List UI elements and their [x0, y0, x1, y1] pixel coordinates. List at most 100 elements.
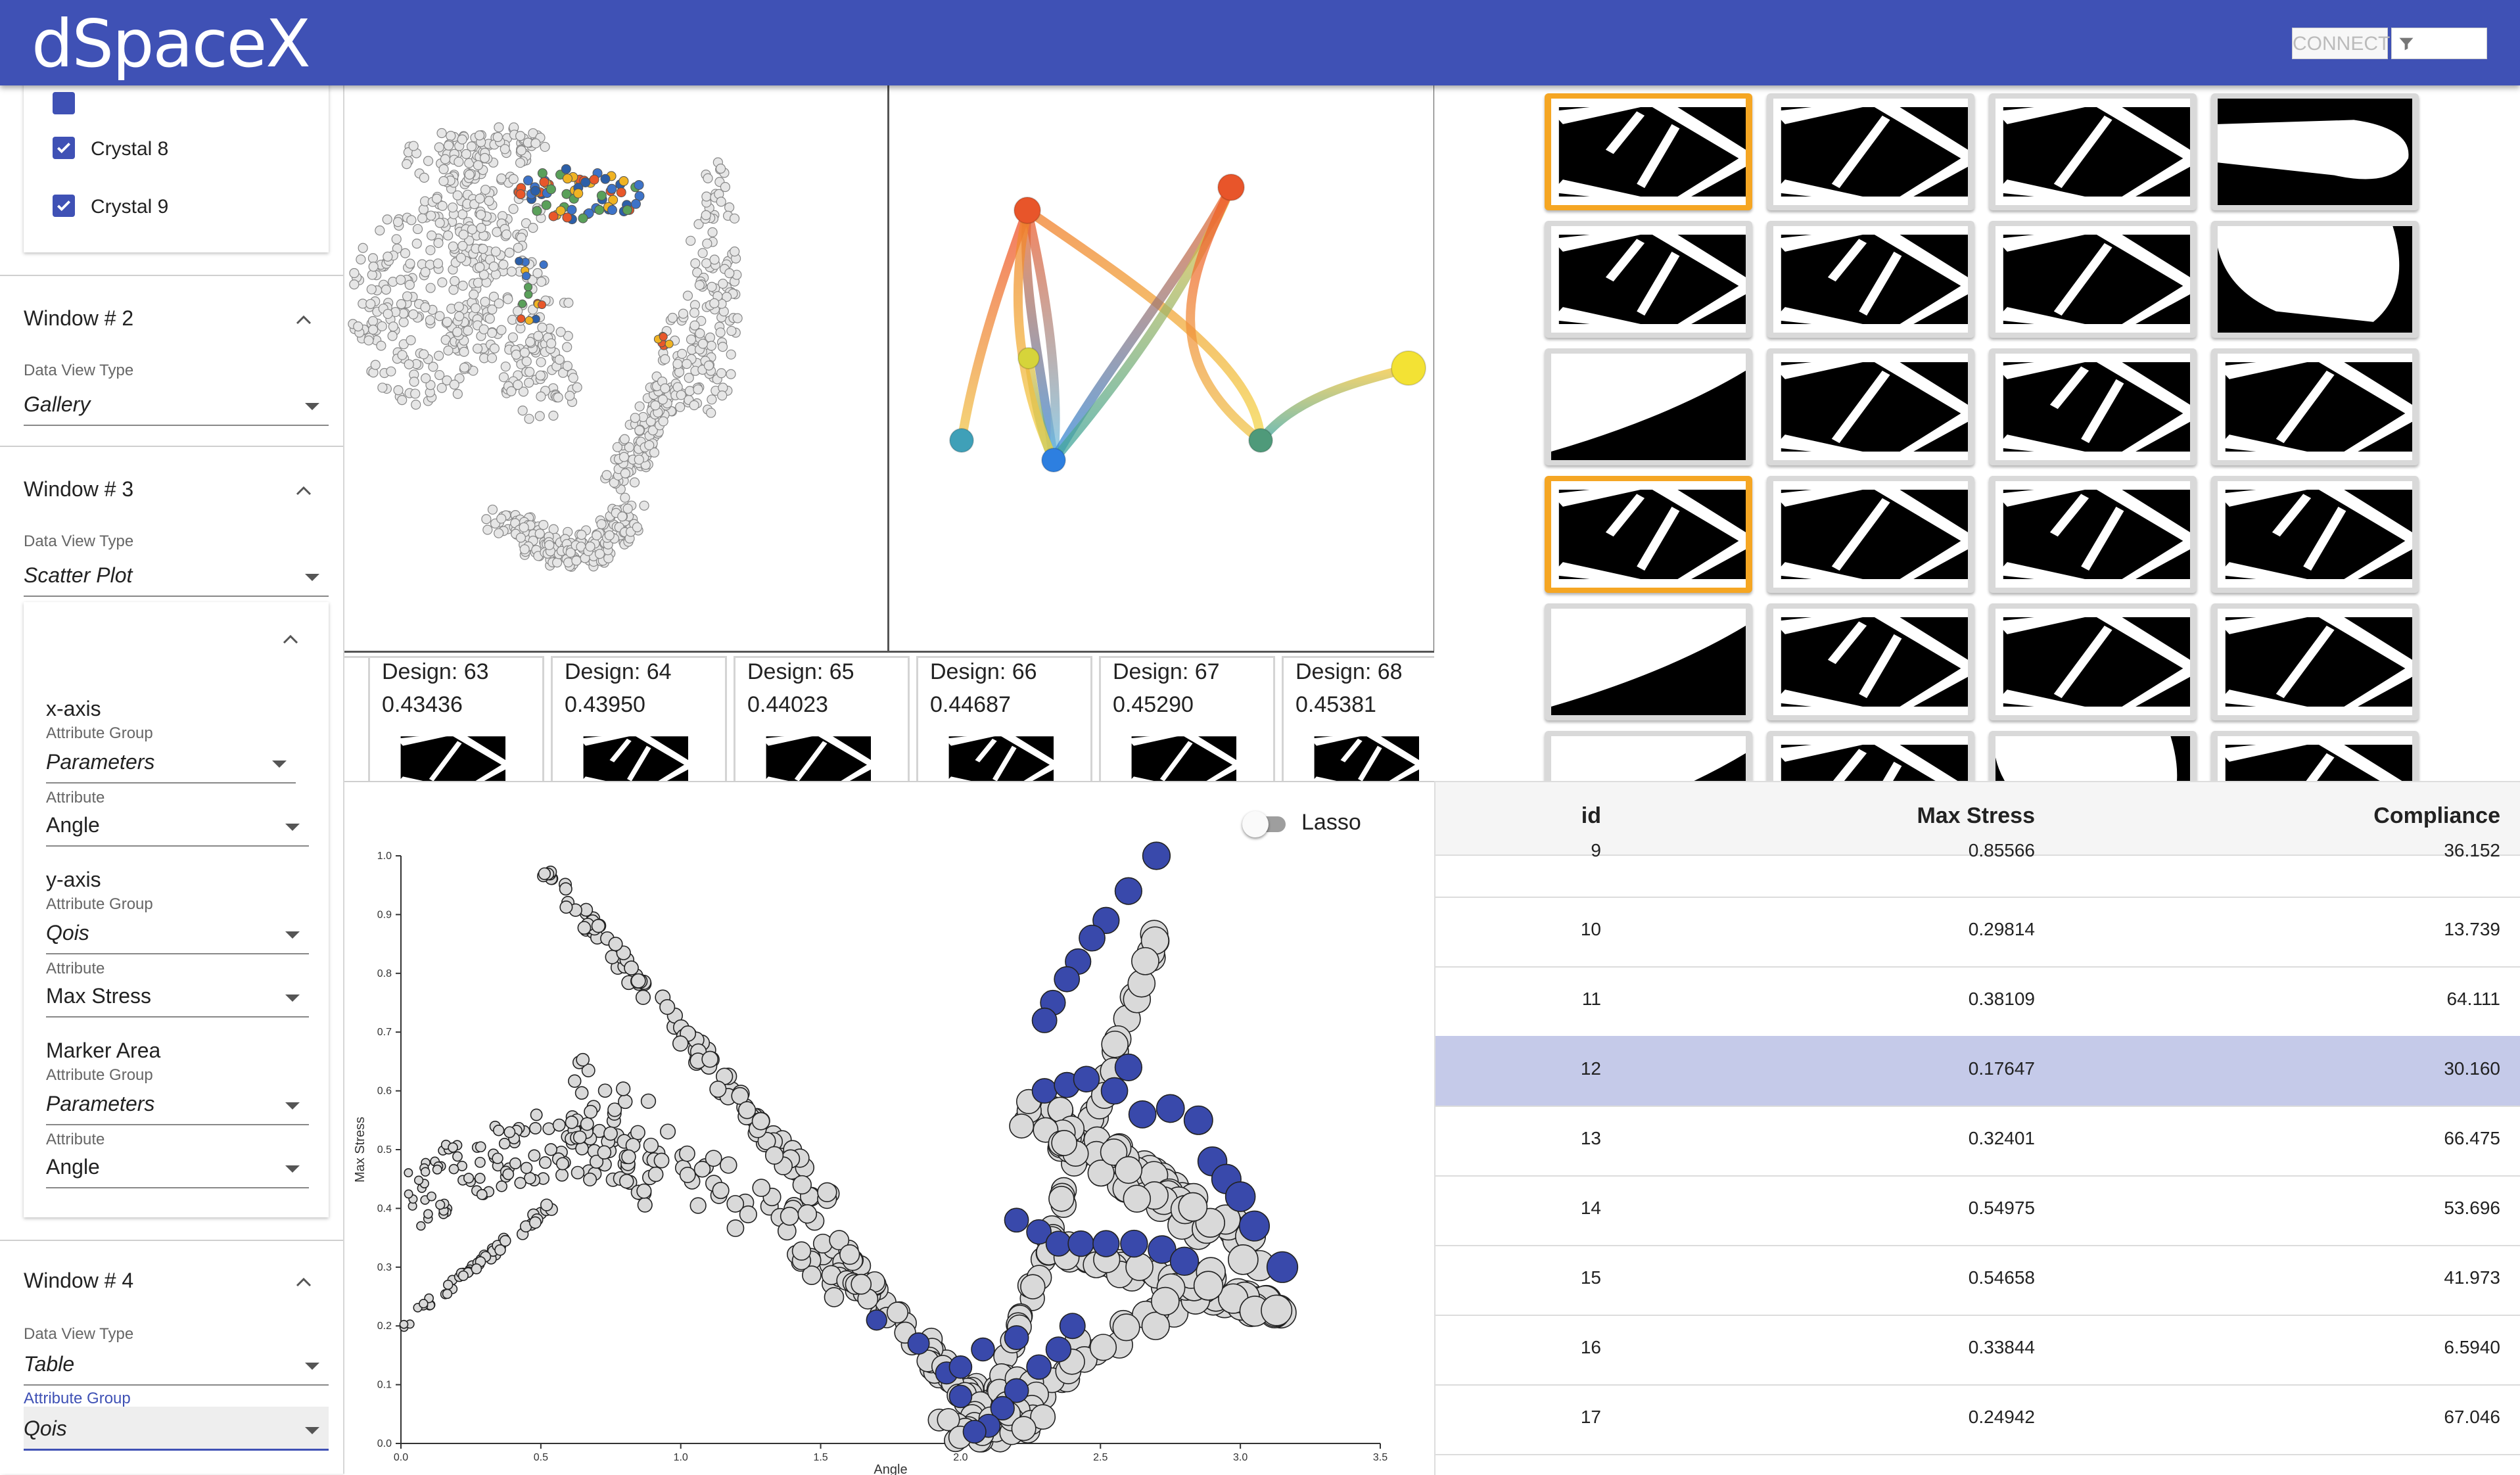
morse-smale-graph-canvas[interactable] [889, 85, 1434, 652]
design-card[interactable]: Design: 64 0.43950 [551, 656, 727, 781]
embedding-point [629, 477, 640, 488]
gallery-item[interactable] [1545, 603, 1752, 720]
design-thumbnail [1773, 226, 1968, 333]
chevron-up-icon[interactable] [281, 632, 300, 645]
marker-attribute-select[interactable]: Angle [46, 1146, 309, 1188]
embedding-scatter-view[interactable] [344, 85, 889, 652]
scatter-point [971, 1337, 995, 1362]
gallery-item[interactable] [1989, 476, 2197, 593]
y-attribute-select[interactable]: Max Stress [46, 975, 309, 1018]
embedding-point [437, 200, 448, 211]
gallery-item[interactable] [1989, 93, 2197, 210]
data-view-type-select[interactable]: Scatter Plot [24, 553, 329, 597]
gallery-item[interactable] [2211, 731, 2419, 781]
design-card[interactable]: Design: 63 0.43436 [368, 656, 544, 781]
marker-attribute-group-select[interactable]: Parameters [46, 1083, 309, 1125]
design-card[interactable]: Design: 68 0.45381 [1282, 656, 1434, 781]
scatter-point [1100, 1138, 1128, 1166]
gallery-item[interactable] [2211, 348, 2419, 465]
embedding-point [391, 234, 402, 245]
gallery-item[interactable] [1767, 348, 1974, 465]
table-row[interactable]: 9 0.85566 36.152 [1435, 827, 2520, 898]
design-thumbnail [2218, 609, 2412, 715]
gallery-item[interactable] [1545, 93, 1752, 210]
embedding-point [535, 370, 546, 381]
gallery-item[interactable] [1989, 221, 2197, 338]
gallery-item[interactable] [1545, 221, 1752, 338]
scatter-point [817, 1182, 837, 1202]
gallery-item[interactable] [1767, 476, 1974, 593]
y-attribute-group-select[interactable]: Qois [46, 912, 309, 954]
table-row[interactable]: 16 0.33844 6.5940 [1435, 1315, 2520, 1386]
axes: 0.0 0.5 1.0 1.5 2.0 2.5 3.0 3.5 0.0 0.1 0.2 0.3 0.4 0… [353, 851, 1388, 1475]
table-row[interactable]: 14 0.54975 53.696 [1435, 1175, 2520, 1246]
embedding-point [438, 164, 449, 174]
gallery-item[interactable] [2211, 93, 2419, 210]
window-4-title[interactable]: Window # 4 [24, 1269, 134, 1292]
embedding-point [450, 276, 460, 287]
gallery-item[interactable] [1545, 348, 1752, 465]
gallery-item[interactable] [1989, 348, 2197, 465]
table-row[interactable]: 11 0.38109 64.111 [1435, 966, 2520, 1037]
embedding-point [417, 213, 428, 223]
gallery-item[interactable] [2211, 221, 2419, 338]
x-attribute-select[interactable]: Angle [46, 805, 309, 847]
checkbox[interactable] [53, 195, 75, 217]
design-card[interactable]: Design: 65 0.44023 [734, 656, 910, 781]
embedding-scatter-canvas[interactable] [344, 85, 887, 652]
embedding-point-highlighted [522, 271, 531, 281]
embedding-point [693, 219, 704, 229]
data-view-type-select[interactable]: Gallery [24, 383, 329, 426]
gallery-item[interactable] [1989, 603, 2197, 720]
checkbox[interactable] [53, 137, 75, 159]
embedding-point [475, 193, 485, 204]
table-row[interactable]: 17 0.24942 67.046 [1435, 1384, 2520, 1455]
design-card[interactable]: Design: 67 0.45290 [1099, 656, 1275, 781]
table-row[interactable]: 12 0.17647 30.160 [1435, 1036, 2520, 1107]
chevron-up-icon[interactable] [294, 1275, 313, 1288]
gallery-item[interactable] [1767, 603, 1974, 720]
column-header-id[interactable]: id [1581, 803, 1601, 828]
embedding-point-highlighted [524, 283, 533, 292]
embedding-point-highlighted [634, 191, 645, 201]
table-row[interactable]: 13 0.32401 66.475 [1435, 1106, 2520, 1177]
window-2-title[interactable]: Window # 2 [24, 306, 134, 330]
window-3-title[interactable]: Window # 3 [24, 477, 134, 501]
embedding-point [682, 291, 693, 301]
embedding-point-highlighted [622, 205, 632, 216]
table-row[interactable]: 15 0.54658 41.973 [1435, 1245, 2520, 1316]
embedding-point [494, 528, 504, 538]
table-cell-id: 10 [1580, 919, 1601, 939]
embedding-point [716, 368, 727, 379]
gallery-item[interactable] [1545, 476, 1752, 593]
gallery-item[interactable] [1989, 731, 2197, 781]
toggle-knob[interactable] [1242, 811, 1269, 837]
select-value: Angle [46, 813, 100, 837]
data-view-type-select[interactable]: Table [24, 1344, 329, 1386]
gallery-item[interactable] [2211, 603, 2419, 720]
morse-smale-graph-view[interactable] [889, 85, 1435, 652]
scatter-chart[interactable]: 0.0 0.5 1.0 1.5 2.0 2.5 3.0 3.5 0.0 0.1 0.2 0.3 0.4 0… [344, 782, 1434, 1475]
embedding-point [676, 390, 686, 400]
checkbox[interactable] [53, 92, 75, 114]
gallery-item[interactable] [1767, 93, 1974, 210]
lasso-toggle[interactable]: Lasso [1242, 807, 1361, 840]
gallery-item[interactable] [2211, 476, 2419, 593]
scatter-point [580, 1117, 594, 1131]
filter-input[interactable] [2391, 28, 2487, 59]
chevron-up-icon[interactable] [294, 484, 313, 497]
embedding-point-highlighted [539, 177, 549, 187]
x-attribute-group-select[interactable]: Parameters [46, 741, 296, 784]
embedding-point [686, 334, 697, 345]
column-header-max-stress[interactable]: Max Stress [1917, 803, 2035, 828]
table-row[interactable]: 10 0.29814 13.739 [1435, 897, 2520, 968]
connect-button[interactable]: CONNECT [2292, 28, 2390, 59]
attribute-group-select[interactable]: Qois [24, 1407, 329, 1451]
scatter-point [752, 1179, 771, 1198]
column-header-compliance[interactable]: Compliance [2373, 803, 2500, 828]
design-card[interactable]: Design: 66 0.44687 [916, 656, 1092, 781]
gallery-item[interactable] [1767, 731, 1974, 781]
chevron-up-icon[interactable] [294, 313, 313, 326]
gallery-item[interactable] [1545, 731, 1752, 781]
gallery-item[interactable] [1767, 221, 1974, 338]
